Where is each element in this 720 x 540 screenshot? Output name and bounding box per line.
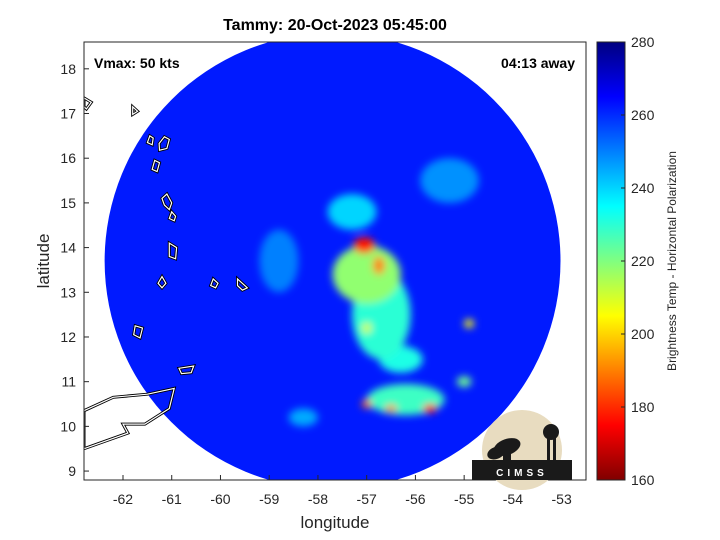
convective-feature-7: [456, 376, 472, 388]
swath-disk: [104, 42, 561, 480]
vmax-annotation: Vmax: 50 kts: [94, 55, 180, 71]
y-tick-label: 12: [60, 329, 76, 345]
y-tick-label: 17: [60, 106, 76, 122]
convective-feature-2: [288, 408, 318, 427]
colorbar-tick-label: 260: [631, 107, 655, 123]
x-tick-label: -54: [503, 491, 523, 507]
island-outline-2: [151, 159, 161, 173]
y-tick-label: 18: [60, 61, 76, 77]
y-tick-label: 11: [61, 374, 76, 390]
colorbar-tick-label: 160: [631, 472, 655, 488]
colorbar-tick-label: 240: [631, 180, 655, 196]
time-away-annotation: 04:13 away: [501, 55, 575, 71]
x-tick-label: -57: [357, 491, 377, 507]
x-tick-label: -56: [405, 491, 425, 507]
island-outline-10: [84, 387, 176, 450]
convective-feature-11: [373, 256, 385, 275]
plot-area: [84, 42, 561, 480]
x-tick-label: -60: [210, 491, 230, 507]
colorbar-tick-label: 200: [631, 326, 655, 342]
y-tick-label: 13: [60, 284, 76, 300]
y-tick-label: 15: [60, 195, 76, 211]
convective-feature-10: [464, 319, 474, 329]
convective-feature-13: [361, 399, 372, 409]
colorbar: [596, 41, 626, 481]
y-tick-label: 16: [60, 150, 76, 166]
island-outline-12: [132, 105, 139, 116]
chart-title: Tammy: 20-Oct-2023 05:45:00: [223, 17, 447, 34]
island-outline-9: [178, 365, 195, 375]
x-tick-label: -62: [113, 491, 133, 507]
x-tick-label: -61: [162, 491, 182, 507]
convective-feature-1: [420, 158, 479, 203]
convective-feature-9: [361, 322, 372, 334]
island-outline-7: [236, 277, 249, 291]
island-outline-6: [157, 275, 167, 289]
convective-feature-0: [259, 229, 299, 293]
convective-feature-3: [327, 193, 377, 230]
convective-feature-15: [423, 404, 437, 413]
cimss-logo: CIMSS: [472, 410, 572, 490]
y-tick-label: 9: [68, 463, 76, 479]
colorbar-ticks: 160 180 200 220 240 260 280: [621, 34, 655, 488]
island-outline-13: [209, 277, 219, 289]
convective-feature-14: [353, 237, 375, 254]
y-tick-label: 14: [60, 240, 76, 256]
island-outline-3: [161, 193, 173, 211]
x-tick-label: -58: [308, 491, 328, 507]
island-outline-11: [84, 97, 93, 110]
y-axis-ticks: 9 10 11 12 13 14 15 16 17 18: [60, 61, 89, 479]
x-tick-label: -59: [259, 491, 279, 507]
convective-feature-12: [385, 404, 397, 413]
x-axis-label: longitude: [300, 513, 369, 532]
island-outline-1: [146, 134, 154, 146]
logo-text: CIMSS: [496, 468, 548, 479]
axes-frame: [83, 41, 587, 481]
x-tick-label: -55: [454, 491, 474, 507]
colorbar-tick-label: 180: [631, 399, 655, 415]
x-axis-ticks: -62 -61 -60 -59 -58 -57 -56 -55 -54 -53: [113, 475, 572, 507]
colorbar-tick-label: 220: [631, 253, 655, 269]
convective-feature-8: [332, 245, 401, 304]
y-tick-label: 10: [60, 418, 76, 434]
island-outline-4: [168, 210, 177, 222]
island-outline-0: [158, 136, 171, 151]
colorbar-label: Brightness Temp - Horizontal Polarizatio…: [665, 151, 679, 371]
coastlines: [84, 96, 250, 451]
colorbar-tick-label: 280: [631, 34, 655, 50]
island-outline-5: [168, 242, 178, 260]
y-axis-label: latitude: [34, 234, 53, 289]
brightness-features: [259, 158, 479, 427]
island-outline-8: [133, 325, 144, 339]
x-tick-label: -53: [552, 491, 572, 507]
